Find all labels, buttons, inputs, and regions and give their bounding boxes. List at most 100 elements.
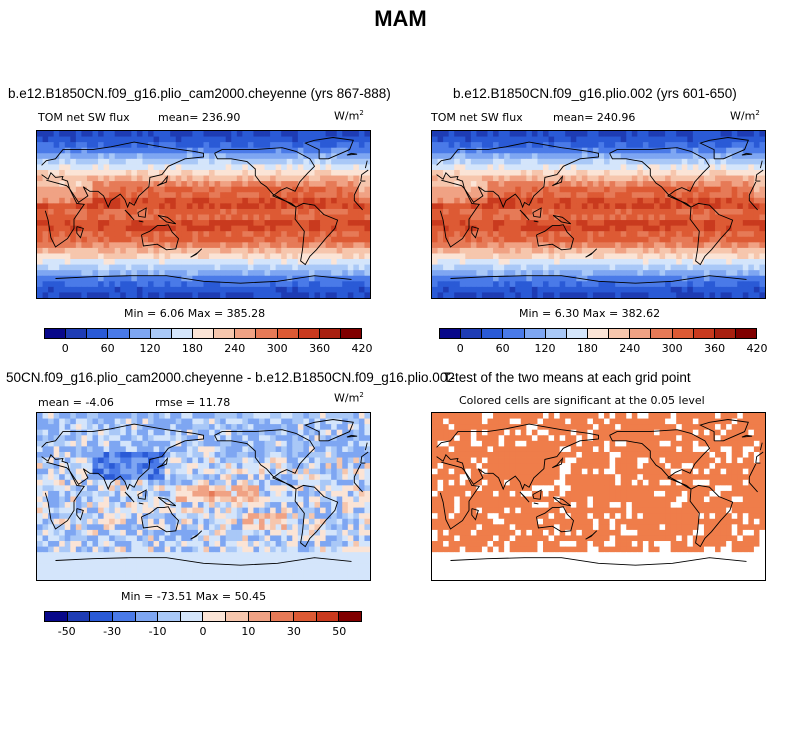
map-cell (81, 485, 88, 492)
map-cell (197, 440, 204, 447)
map-cell (659, 231, 666, 238)
map-cell (264, 286, 271, 293)
map-cell (703, 169, 710, 176)
map-cell (203, 264, 210, 271)
map-cell (92, 435, 99, 442)
map-cell (231, 463, 238, 470)
map-cell (181, 463, 188, 470)
map-cell (131, 429, 138, 436)
map-cell (253, 424, 260, 431)
map-cell (576, 292, 583, 298)
map-cell (275, 214, 282, 221)
map-cell (753, 197, 760, 204)
map-cell (81, 281, 88, 288)
coastline-segment (137, 207, 147, 218)
map-cell (336, 208, 343, 215)
map-cell (270, 457, 277, 464)
map-cell (125, 197, 132, 204)
map-cell (615, 247, 622, 254)
map-cell (48, 485, 55, 492)
map-cell (631, 142, 638, 149)
map-cell (181, 474, 188, 481)
map-cell (159, 147, 166, 154)
map-cell (192, 197, 199, 204)
map-cell (186, 208, 193, 215)
map-cell (737, 208, 744, 215)
map-cell (170, 136, 177, 143)
map-cell (231, 424, 238, 431)
map-cell (537, 247, 544, 254)
map-cell (565, 281, 572, 288)
map-cell (275, 286, 282, 293)
map-cell (331, 186, 338, 193)
map-cell (37, 247, 43, 254)
map-cell (86, 457, 93, 464)
map-cell (470, 153, 477, 160)
map-cell (320, 518, 326, 525)
map-cell (481, 203, 488, 210)
map-cell (726, 242, 733, 249)
map-cell (48, 468, 55, 475)
map-cell (81, 418, 88, 425)
map-cell (493, 142, 499, 149)
map-cell (659, 147, 666, 154)
map-cell (247, 247, 254, 254)
map-cell (247, 236, 254, 243)
map-cell (347, 485, 354, 492)
map-cell (437, 136, 444, 143)
map-cell (281, 286, 288, 293)
map-cell (109, 435, 116, 442)
map-cell (64, 451, 71, 458)
map-cell (537, 253, 544, 260)
map-cell (331, 457, 338, 464)
map-cell (570, 164, 577, 171)
map-cell (236, 513, 243, 520)
map-cell (214, 424, 221, 431)
map-cell (109, 247, 116, 254)
map-cell (665, 197, 672, 204)
map-cell (231, 169, 238, 176)
map-cell (509, 158, 516, 165)
map-cell (520, 153, 527, 160)
map-cell (676, 153, 683, 160)
map-cell (325, 275, 332, 282)
map-cell (353, 524, 360, 531)
map-cell (214, 435, 221, 442)
map-cell (275, 440, 282, 447)
map-cell (247, 181, 254, 188)
map-cell (197, 418, 204, 425)
map-cell (753, 181, 760, 188)
map-cell (209, 440, 215, 447)
map-cell (125, 131, 132, 137)
map-cell (225, 518, 232, 525)
map-cell (698, 158, 705, 165)
map-cell (286, 435, 293, 442)
map-cell (148, 463, 154, 470)
map-cell (437, 181, 444, 188)
map-cell (720, 242, 727, 249)
map-cell (526, 158, 533, 165)
map-cell (92, 181, 99, 188)
map-cell (347, 142, 354, 149)
map-cell (103, 175, 110, 182)
map-cell (493, 197, 499, 204)
map-cell (181, 468, 188, 475)
map-cell (75, 236, 82, 243)
map-cell (59, 142, 66, 149)
map-cell (242, 158, 249, 165)
map-cell (565, 247, 572, 254)
map-cell (270, 164, 277, 171)
map-cell (225, 275, 232, 282)
map-cell (565, 236, 572, 243)
map-cell (209, 474, 215, 481)
map-cell (665, 220, 672, 227)
map-cell (75, 463, 82, 470)
map-cell (681, 259, 688, 265)
map-cell (175, 451, 182, 458)
map-cell (81, 424, 88, 431)
panel-2-minmax: Min = 6.30 Max = 382.62 (519, 307, 661, 320)
map-cell (170, 418, 177, 425)
map-cell (297, 153, 304, 160)
map-cell (64, 175, 71, 182)
map-cell (703, 197, 710, 204)
